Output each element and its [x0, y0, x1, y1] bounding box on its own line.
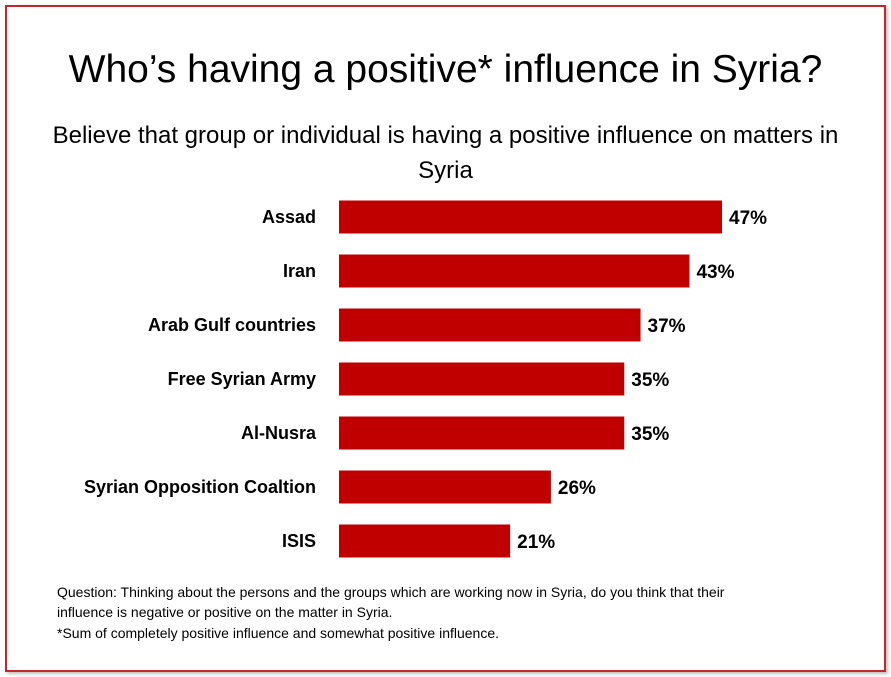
- bar: [339, 470, 551, 504]
- bar: [339, 254, 690, 288]
- question-note-line-2: influence is negative or positive on the…: [57, 604, 393, 620]
- value-label: 43%: [696, 262, 734, 283]
- value-label: 35%: [631, 424, 669, 445]
- bar: [339, 362, 625, 396]
- category-label: Free Syrian Army: [168, 369, 316, 389]
- category-label: Assad: [262, 207, 316, 227]
- chart-title: Who’s having a positive* influence in Sy…: [68, 48, 823, 91]
- category-label: Syrian Opposition Coaltion: [84, 477, 316, 497]
- bar: [339, 416, 625, 450]
- bar: [339, 524, 511, 558]
- value-label: 47%: [729, 208, 767, 229]
- category-label: Iran: [283, 261, 316, 281]
- category-label: Al-Nusra: [241, 423, 317, 443]
- bar: [339, 308, 641, 342]
- bar: [339, 200, 723, 234]
- value-label: 35%: [631, 370, 669, 391]
- footnote: *Sum of completely positive influence an…: [57, 625, 500, 641]
- chart-subtitle: Believe that group or individual is havi…: [52, 122, 839, 184]
- value-label: 21%: [517, 532, 555, 553]
- value-label: 37%: [648, 316, 686, 337]
- category-label: ISIS: [282, 531, 316, 551]
- value-label: 26%: [558, 478, 596, 499]
- category-label: Arab Gulf countries: [148, 315, 316, 335]
- question-note-line-1: Question: Thinking about the persons and…: [57, 584, 725, 600]
